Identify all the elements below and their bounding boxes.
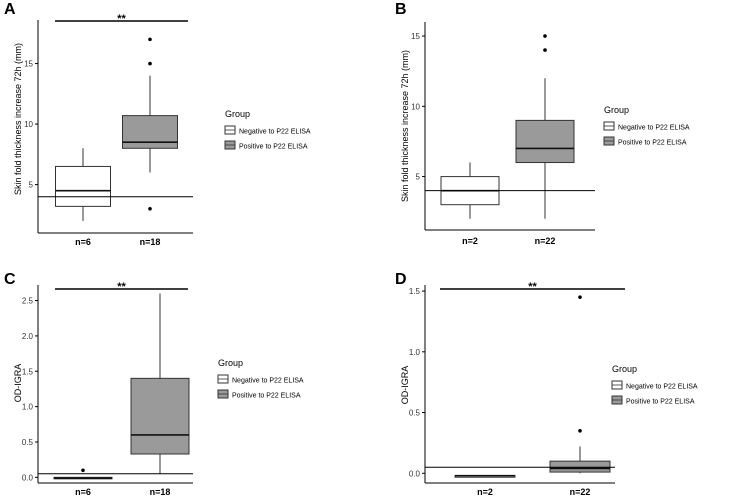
box-positive [130,293,190,474]
y-tick-label: 15 [411,32,420,41]
x-tick-label: n=22 [535,236,556,246]
y-tick-label: 0.0 [409,469,421,478]
y-tick-label: 5 [416,173,421,182]
y-axis-title: OD-IGRA [13,364,23,403]
y-tick-label: 1.0 [409,348,421,357]
outlier-point [543,48,547,52]
outlier-point [148,37,152,42]
significance-label: ** [117,281,126,293]
outlier-point [543,34,547,38]
x-tick-label: n=2 [462,236,478,246]
panel-label: A [4,1,16,18]
legend-label: Negative to P22 ELISA [232,378,304,385]
box-iqr [515,119,575,164]
y-axis-title: Skin fold thickness increase 72h (mm) [400,50,410,202]
x-tick-label: n=18 [150,487,171,497]
y-tick-label: 15 [24,60,33,69]
legend-item: Negative to P22 ELISA [217,374,304,385]
legend-item: Positive to P22 ELISA [603,136,687,147]
box-negative [55,148,111,221]
legend: Group Negative to P22 ELISA Positive to P2… [217,358,304,400]
y-tick-label: 1.0 [22,403,34,412]
y-tick-label: 1.5 [409,287,421,296]
box-iqr [130,377,190,455]
legend-item: Positive to P22 ELISA [217,389,301,400]
x-tick-label: n=18 [140,237,161,247]
outlier-point [81,468,85,473]
y-tick-label: 0.5 [409,409,421,418]
legend-label: Positive to P22 ELISA [626,399,695,406]
panel-label: C [4,271,16,288]
legend: Group Negative to P22 ELISA Positive to P2… [603,105,690,147]
legend-item: Negative to P22 ELISA [224,125,311,136]
legend-item: Negative to P22 ELISA [603,121,690,132]
legend-item: Positive to P22 ELISA [224,140,308,151]
y-tick-label: 10 [24,120,33,129]
y-tick-label: 5 [29,181,34,190]
legend-item: Negative to P22 ELISA [611,380,698,391]
x-tick-label: n=6 [75,237,91,247]
legend-label: Positive to P22 ELISA [239,144,308,151]
significance-label: ** [528,281,537,293]
x-tick-label: n=2 [477,487,493,497]
legend-title: Group [218,358,243,368]
legend-label: Positive to P22 ELISA [232,393,301,400]
y-tick-label: 2.5 [22,297,34,306]
y-tick-label: 1.5 [22,367,34,376]
box-negative [53,468,113,480]
legend-label: Negative to P22 ELISA [239,129,311,136]
legend-item: Positive to P22 ELISA [611,395,695,406]
y-tick-label: 10 [411,102,420,111]
y-tick-label: 2.0 [22,332,34,341]
legend: Group Negative to P22 ELISA Positive to P2… [611,364,698,406]
panel-label: D [395,271,407,288]
outlier-point [148,206,152,211]
legend-title: Group [604,105,629,115]
legend-title: Group [225,109,250,119]
legend-label: Negative to P22 ELISA [626,384,698,391]
box-iqr [122,115,178,149]
box-iqr [55,165,111,207]
outlier-point [578,428,582,433]
significance-label: ** [117,13,126,25]
legend-title: Group [612,364,637,374]
panel-label: B [395,1,407,18]
outlier-point [148,61,152,66]
y-tick-label: 0.0 [22,473,34,482]
box-positive [515,34,575,219]
x-tick-label: n=22 [570,487,591,497]
panel-D: D 0.0 0.5 1.0 1.5 OD-IGRA n=2 n=22 ** Group Negati… [395,271,698,497]
y-tick-label: 0.5 [22,438,34,447]
legend-label: Negative to P22 ELISA [618,125,690,132]
legend-label: Positive to P22 ELISA [618,140,687,147]
x-tick-label: n=6 [75,487,91,497]
box-negative [454,474,516,478]
panel-C: C 0.0 0.5 1.0 1.5 2.0 2.5 OD-IGRA n=6 n=18 ** Group… [4,271,304,497]
box-positive [122,37,178,211]
box-iqr [549,460,611,473]
y-axis-title: Skin fold thickness increase 72h (mm) [13,43,23,195]
box-positive [549,295,611,474]
outlier-point [578,295,582,299]
legend: Group Negative to P22 ELISA Positive to P2… [224,109,311,151]
y-axis-title: OD-IGRA [400,366,410,405]
